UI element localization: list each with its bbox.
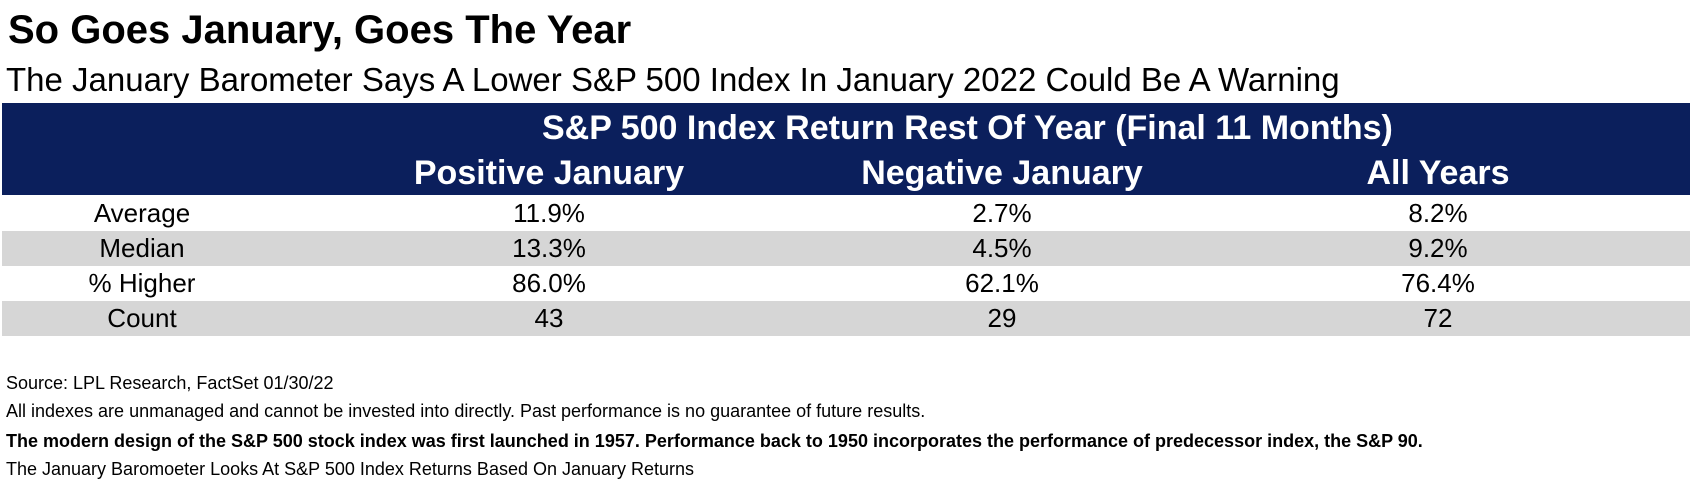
cell-negative-january: 4.5%: [972, 233, 1032, 263]
row-label: Count: [107, 303, 177, 333]
column-header-positive-january: Positive January: [413, 154, 685, 192]
index-history-note: The modern design of the S&P 500 stock i…: [6, 431, 1423, 451]
cell-all-years: 76.4%: [1401, 268, 1475, 298]
cell-positive-january: 43: [534, 303, 564, 333]
cell-positive-january: 11.9%: [513, 198, 585, 228]
row-label: Median: [99, 233, 185, 263]
table-row-count: Count 43 29 72: [2, 301, 1690, 336]
cell-all-years: 9.2%: [1408, 233, 1468, 263]
table-row-pct-higher: % Higher 86.0% 62.1% 76.4%: [2, 266, 1690, 301]
column-header-all-years: All Years: [1366, 154, 1510, 192]
page-title: So Goes January, Goes The Year: [8, 8, 632, 52]
barometer-note: The January Baromoeter Looks At S&P 500 …: [6, 459, 695, 479]
cell-all-years: 72: [1423, 303, 1453, 333]
cell-negative-january: 2.7%: [972, 198, 1032, 228]
cell-negative-january: 62.1%: [965, 268, 1039, 298]
page-subtitle: The January Barometer Says A Lower S&P 5…: [6, 61, 1340, 98]
cell-all-years: 8.2%: [1408, 198, 1468, 228]
table-row-median: Median 13.3% 4.5% 9.2%: [2, 231, 1690, 266]
cell-negative-january: 29: [987, 303, 1017, 333]
row-label: % Higher: [88, 268, 196, 298]
cell-positive-january: 13.3%: [512, 233, 586, 263]
column-header-negative-january: Negative January: [861, 154, 1143, 192]
table-header: S&P 500 Index Return Rest Of Year (Final…: [2, 103, 1690, 195]
row-label: Average: [93, 198, 191, 228]
table-row-average: Average 11.9% 2.7% 8.2%: [2, 196, 1690, 231]
source-note: Source: LPL Research, FactSet 01/30/22: [6, 373, 334, 393]
table-group-header: S&P 500 Index Return Rest Of Year (Final…: [542, 109, 1393, 147]
cell-positive-january: 86.0%: [512, 268, 586, 298]
disclaimer-note: All indexes are unmanaged and cannot be …: [6, 401, 926, 421]
